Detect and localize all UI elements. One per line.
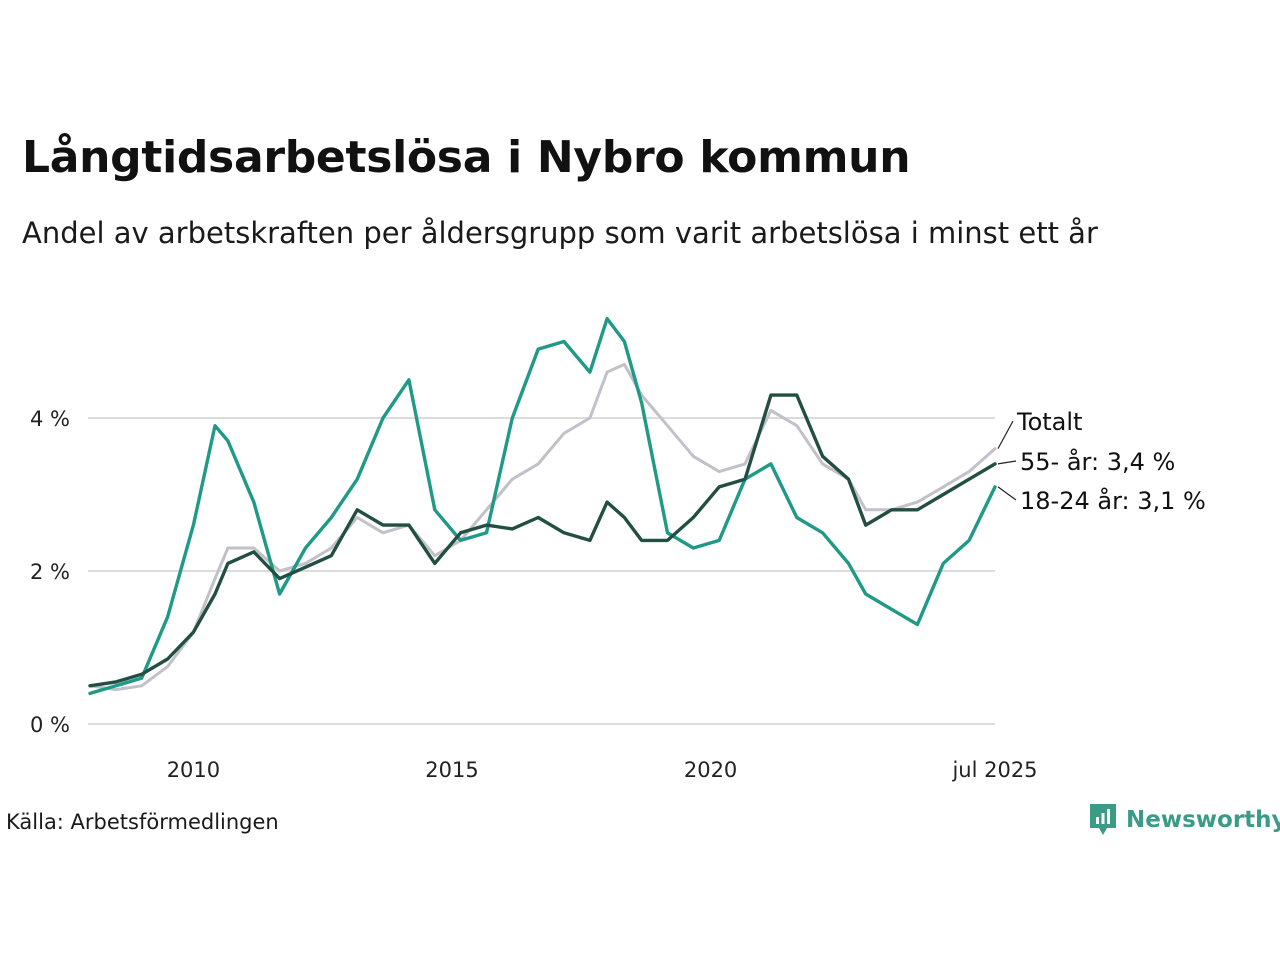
series-label-totalt: Totalt xyxy=(1016,408,1082,436)
series-line-age1824 xyxy=(88,316,997,696)
label-leader-totalt xyxy=(997,420,1014,449)
series-line-totalt xyxy=(88,362,997,692)
series-label-age1824: 18-24 år: 3,1 % xyxy=(1020,486,1206,515)
newsworthy-logo-icon xyxy=(1090,804,1116,835)
series-line-age55 xyxy=(88,393,997,688)
newsworthy-logo-text: Newsworthy xyxy=(1126,807,1280,833)
series-label-age55: 55- år: 3,4 % xyxy=(1020,447,1175,476)
chart-title: Långtidsarbetslösa i Nybro kommun xyxy=(22,132,911,183)
label-leader-age1824 xyxy=(997,486,1017,501)
source-note: Källa: Arbetsförmedlingen xyxy=(6,810,279,834)
label-leader-age55 xyxy=(997,460,1017,465)
x-tick-label: 2015 xyxy=(425,758,478,782)
x-tick-label: 2020 xyxy=(684,758,737,782)
y-tick-label: 0 % xyxy=(30,713,70,737)
chart-subtitle: Andel av arbetskraften per åldersgrupp s… xyxy=(22,216,1098,250)
x-tick-label: 2010 xyxy=(167,758,220,782)
newsworthy-logo[interactable]: Newsworthy xyxy=(1088,802,1280,838)
x-tick-label: jul 2025 xyxy=(951,758,1037,782)
y-tick-label: 2 % xyxy=(30,560,70,584)
y-tick-label: 4 % xyxy=(30,407,70,431)
